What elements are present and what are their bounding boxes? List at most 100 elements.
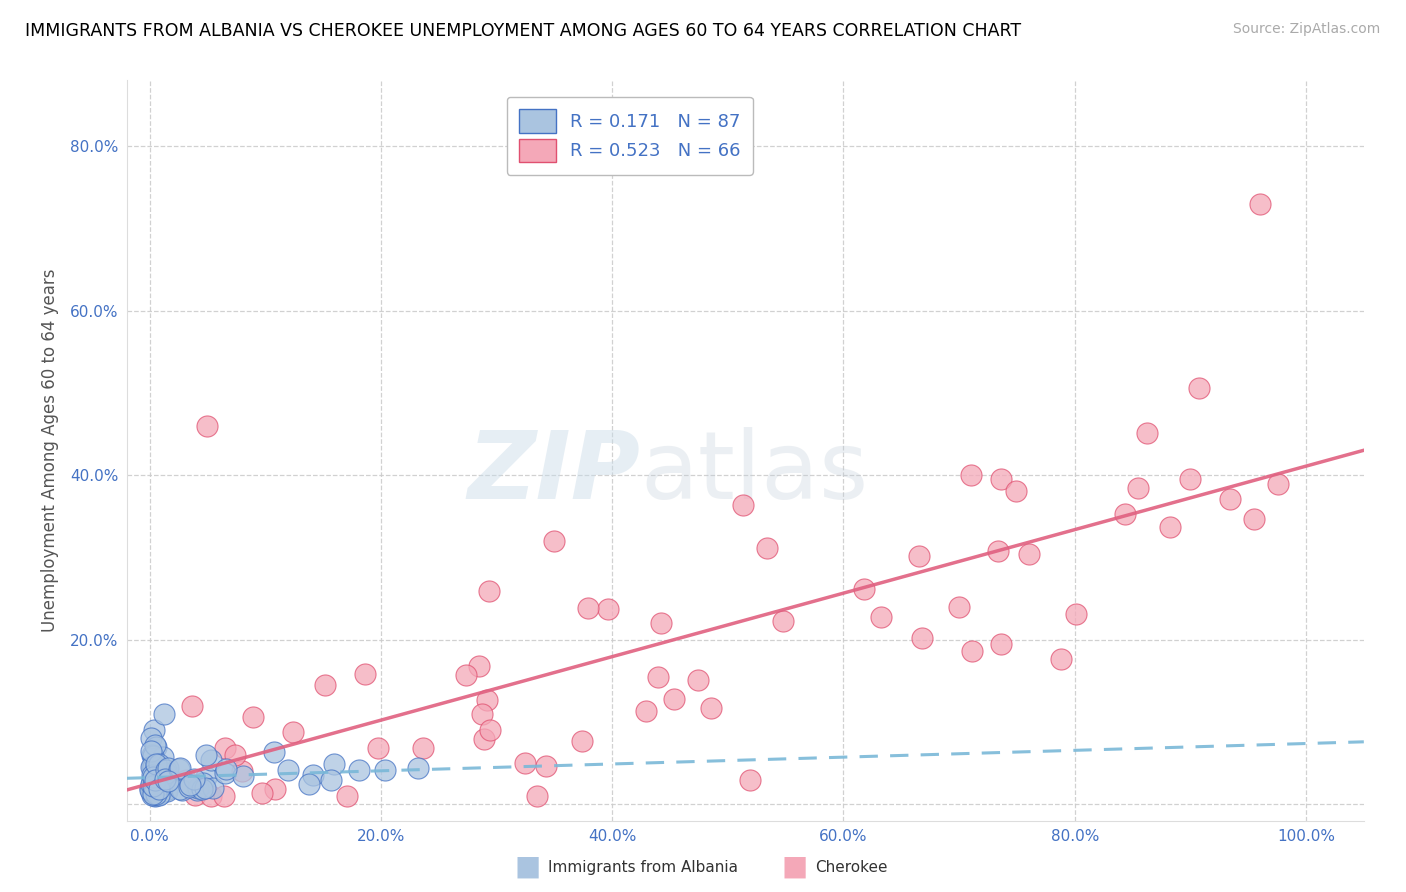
Point <box>870 610 893 624</box>
Point <box>152 777 174 791</box>
Text: ■: ■ <box>515 853 540 881</box>
Point <box>142 782 165 797</box>
Point <box>155 783 177 797</box>
Point <box>212 789 235 803</box>
Point <box>194 780 217 795</box>
Point <box>152 781 174 796</box>
Point <box>149 764 172 779</box>
Point <box>141 768 163 782</box>
Point <box>139 780 162 795</box>
Point <box>242 709 264 723</box>
Point <box>187 780 209 795</box>
Point <box>157 774 180 789</box>
Point <box>197 418 219 433</box>
Point <box>143 772 166 787</box>
Point <box>143 723 166 738</box>
Point <box>1005 483 1028 498</box>
Point <box>232 769 254 783</box>
Text: Cherokee: Cherokee <box>815 860 889 874</box>
Point <box>141 758 163 772</box>
Point <box>152 772 174 786</box>
Point <box>263 745 285 759</box>
Point <box>478 723 501 737</box>
Point <box>263 781 285 796</box>
Point <box>347 763 370 777</box>
Point <box>990 637 1012 651</box>
Point <box>153 778 176 792</box>
Point <box>731 499 754 513</box>
Point <box>374 764 396 778</box>
Point <box>145 739 167 754</box>
Point <box>141 786 163 800</box>
Point <box>336 789 359 803</box>
Point <box>167 762 190 776</box>
Text: IMMIGRANTS FROM ALBANIA VS CHEROKEE UNEMPLOYMENT AMONG AGES 60 TO 64 YEARS CORRE: IMMIGRANTS FROM ALBANIA VS CHEROKEE UNEM… <box>25 22 1021 40</box>
Point <box>534 758 557 772</box>
Point <box>962 644 984 658</box>
Point <box>740 772 762 787</box>
Point <box>699 700 721 714</box>
Point <box>141 773 163 788</box>
Point <box>149 787 172 801</box>
Point <box>174 772 197 787</box>
Text: ZIP: ZIP <box>467 426 640 518</box>
Point <box>475 692 498 706</box>
Point <box>283 725 305 739</box>
Point <box>177 780 200 794</box>
Point <box>543 533 565 548</box>
Point <box>139 731 162 746</box>
Point <box>183 772 205 787</box>
Point <box>1178 472 1201 486</box>
Point <box>143 738 166 752</box>
Point <box>224 748 246 763</box>
Point <box>302 768 325 782</box>
Point <box>1219 491 1241 506</box>
Point <box>277 763 299 777</box>
Point <box>1049 651 1071 665</box>
Point <box>319 772 342 787</box>
Point <box>156 784 179 798</box>
Point <box>141 778 163 792</box>
Point <box>186 783 208 797</box>
Point <box>156 761 179 775</box>
Point <box>576 600 599 615</box>
Point <box>214 740 236 755</box>
Point <box>155 766 177 780</box>
Point <box>152 749 174 764</box>
Point <box>179 777 201 791</box>
Point <box>367 741 389 756</box>
Point <box>153 772 176 787</box>
Point <box>478 583 501 598</box>
Text: Immigrants from Albania: Immigrants from Albania <box>548 860 738 874</box>
Point <box>155 763 177 777</box>
Point <box>146 764 169 779</box>
Text: ■: ■ <box>782 853 807 881</box>
Point <box>184 788 207 802</box>
Point <box>322 756 344 771</box>
Point <box>141 760 163 774</box>
Point <box>960 468 983 483</box>
Point <box>215 762 238 776</box>
Point <box>408 761 430 775</box>
Point <box>252 786 274 800</box>
Point <box>142 779 165 793</box>
Point <box>194 748 217 763</box>
Point <box>139 744 162 758</box>
Point <box>152 706 174 721</box>
Point <box>1114 507 1136 521</box>
Point <box>139 782 162 797</box>
Point <box>169 782 191 797</box>
Point <box>169 760 191 774</box>
Point <box>143 789 166 803</box>
Point <box>145 787 167 801</box>
Point <box>298 777 321 791</box>
Point <box>664 691 686 706</box>
Point <box>513 756 536 770</box>
Point <box>454 668 477 682</box>
Point <box>141 747 163 762</box>
Point <box>148 756 170 771</box>
Point <box>143 780 166 795</box>
Point <box>990 471 1012 485</box>
Point <box>200 789 222 803</box>
Point <box>145 760 167 774</box>
